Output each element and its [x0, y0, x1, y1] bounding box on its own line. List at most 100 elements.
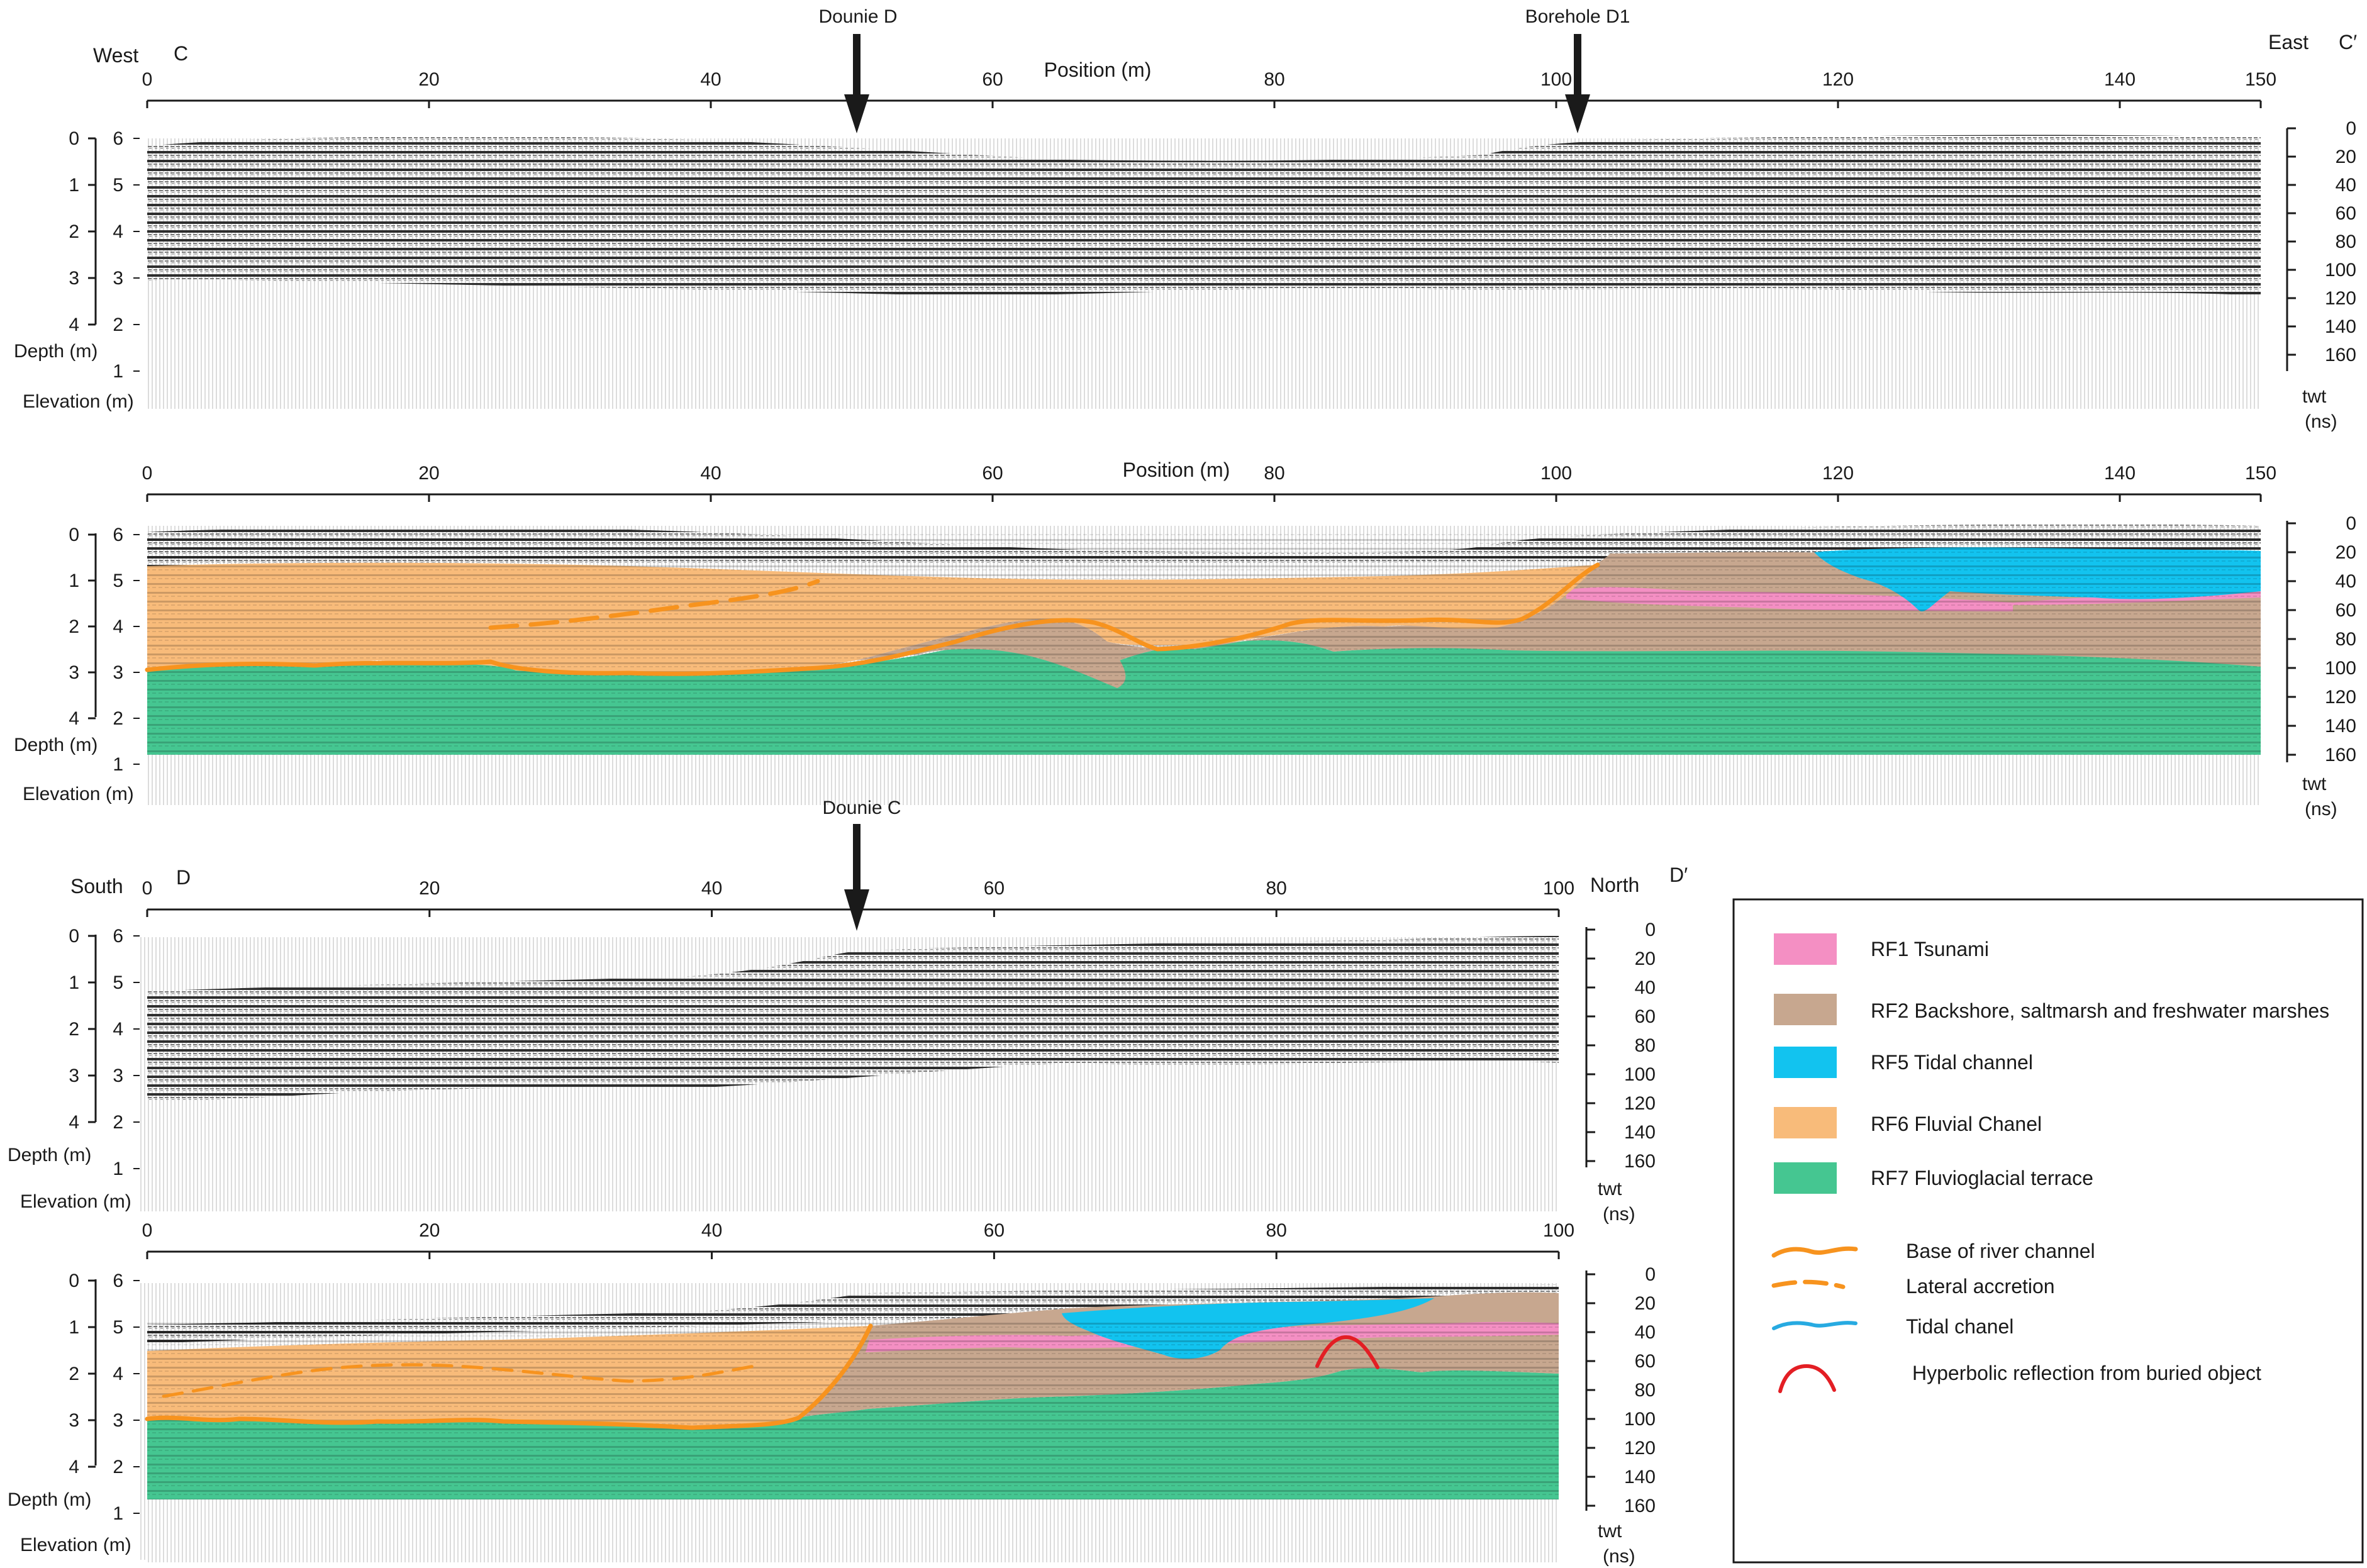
twt-tick-label: 160 — [2325, 345, 2356, 365]
twt-tick-label: 20 — [1635, 948, 1656, 969]
down-arrow-icon — [1565, 94, 1590, 133]
position-tick-label: 20 — [418, 69, 439, 90]
twt-tick-label: 160 — [2325, 745, 2356, 765]
depth-tick-label: 3 — [69, 1065, 79, 1086]
position-axis-ticks: 0 20 40 60 80 100 120 140 150 — [142, 463, 2276, 502]
legend-swatch-rf6 — [1774, 1107, 1837, 1138]
legend: RF1 Tsunami RF2 Backshore, saltmarsh and… — [1732, 898, 2364, 1564]
position-tick-label: 100 — [1540, 69, 1572, 90]
elevation-tick-label: 5 — [113, 972, 123, 993]
twt-tick-label: 40 — [1635, 977, 1656, 998]
legend-label-rf5: RF5 Tidal channel — [1871, 1051, 2033, 1074]
depth-tick-label: 0 — [69, 128, 79, 149]
elevation-axis-label: Elevation (m) — [20, 1191, 131, 1212]
twt-tick-label: 80 — [1635, 1035, 1656, 1056]
elevation-tick-label: 6 — [113, 926, 123, 947]
position-tick-label: 20 — [419, 1220, 440, 1241]
twt-tick-label: 80 — [2336, 231, 2356, 252]
depth-tick-label: 0 — [69, 525, 79, 545]
twt-tick-label: 100 — [1624, 1409, 1656, 1430]
depth-tick-label: 3 — [69, 1410, 79, 1431]
twt-tick-label: 0 — [2346, 513, 2356, 534]
depth-axis-left: 0 1 2 3 4 6 5 4 3 2 1 Depth (m) Elevation (m) — [8, 926, 140, 1212]
twt-tick-label: 120 — [2325, 687, 2356, 708]
gpr-reflection-band — [147, 135, 2261, 296]
legend-label-lateral: Lateral accretion — [1906, 1275, 2055, 1298]
position-tick-label: 140 — [2104, 463, 2136, 484]
gpr-trace-background-lower — [147, 1499, 1559, 1562]
position-tick-label: 100 — [1543, 878, 1574, 899]
twt-axis-right: 0 20 40 60 80 100 120 140 160 twt (ns) — [2286, 118, 2356, 432]
twt-tick-label: 60 — [1635, 1351, 1656, 1372]
twt-tick-label: 0 — [1645, 920, 1656, 940]
twt-tick-label: 160 — [1624, 1151, 1656, 1172]
position-axis-ticks: 0 20 40 60 80 100 — [142, 1220, 1574, 1259]
legend-label-rf2: RF2 Backshore, saltmarsh and freshwater … — [1871, 999, 2329, 1022]
elevation-tick-label: 4 — [113, 1364, 123, 1384]
elevation-tick-label: 4 — [113, 221, 123, 242]
position-axis-title: Position (m) — [1044, 58, 1152, 81]
position-tick-label: 100 — [1540, 463, 1572, 484]
twt-tick-label: 60 — [2336, 203, 2356, 224]
depth-tick-label: 2 — [69, 1364, 79, 1384]
twt-axis-unit: (ns) — [1603, 1204, 1635, 1225]
red-arc-icon — [1778, 1364, 1836, 1393]
elevation-tick-label: 5 — [113, 175, 123, 196]
depth-tick-label: 4 — [69, 1457, 79, 1477]
twt-tick-label: 0 — [1645, 1264, 1656, 1285]
base-of-river-channel-line — [145, 562, 1600, 676]
position-tick-label: 20 — [418, 463, 439, 484]
position-tick-label: 80 — [1266, 878, 1287, 899]
elevation-tick-label: 2 — [113, 314, 123, 335]
depth-tick-label: 4 — [69, 708, 79, 729]
depth-axis-label: Depth (m) — [14, 735, 97, 755]
blue-wavy-line-icon — [1772, 1321, 1857, 1330]
legend-label-rf6: RF6 Fluvial Chanel — [1871, 1113, 2042, 1135]
position-tick-label: 40 — [701, 1220, 722, 1241]
marker-dounie-c: Dounie C — [822, 798, 901, 931]
depth-axis-left: 0 1 2 3 4 6 5 4 3 2 1 Depth (m) Elevation (m) — [8, 1271, 140, 1555]
position-tick-label: 0 — [142, 463, 153, 484]
position-tick-label: 80 — [1264, 463, 1284, 484]
position-tick-label: 20 — [419, 878, 440, 899]
elevation-tick-label: 1 — [113, 361, 123, 382]
depth-tick-label: 1 — [69, 1317, 79, 1338]
dashed-orange-line-icon — [1771, 1279, 1846, 1289]
twt-tick-label: 80 — [1635, 1380, 1656, 1401]
depth-tick-label: 1 — [69, 972, 79, 993]
depth-tick-label: 1 — [69, 175, 79, 196]
panel-profile-d-raw: South D North D′ Dounie C 0 20 40 60 80 100 0… — [8, 798, 1688, 1225]
twt-axis-right: 0 20 40 60 80 100 120 140 160 twt (ns) — [1585, 1264, 1656, 1567]
twt-axis-unit: (ns) — [1603, 1546, 1635, 1567]
legend-label-hyperbola: Hyperbolic reflection from buried object — [1912, 1362, 2261, 1384]
legend-swatch-rf7 — [1774, 1162, 1837, 1194]
solid-orange-wavy-line-icon — [1771, 1246, 1858, 1258]
elevation-tick-label: 3 — [113, 268, 123, 289]
twt-axis-label: twt — [2302, 386, 2327, 407]
position-axis-title-2: Position (m) — [1123, 459, 1230, 481]
profile-c-end-label: C′ — [2339, 31, 2357, 53]
base-of-river-channel-line — [145, 1323, 873, 1430]
panel-profile-c-raw: West C East C′ Position (m) 0 20 40 60 80 100… — [14, 6, 2357, 432]
elevation-tick-label: 2 — [113, 1112, 123, 1133]
twt-tick-label: 60 — [1635, 1006, 1656, 1027]
elevation-tick-label: 1 — [113, 1159, 123, 1179]
position-tick-label: 150 — [2245, 463, 2276, 484]
lateral-accretion-line — [162, 1363, 757, 1398]
elevation-tick-label: 3 — [113, 662, 123, 683]
marker-dounie-d: Dounie D — [818, 6, 898, 133]
depth-tick-label: 1 — [69, 570, 79, 591]
elevation-tick-label: 2 — [113, 1457, 123, 1477]
twt-tick-label: 40 — [2336, 571, 2356, 592]
depth-tick-label: 3 — [69, 662, 79, 683]
lateral-accretion-line — [488, 579, 820, 630]
legend-frame — [1732, 898, 2364, 1564]
legend-label-rf7: RF7 Fluvioglacial terrace — [1871, 1167, 2093, 1189]
profile-d-end-label: D′ — [1669, 864, 1688, 886]
depth-tick-label: 2 — [69, 221, 79, 242]
depth-axis-label: Depth (m) — [14, 341, 97, 362]
twt-tick-label: 60 — [2336, 600, 2356, 621]
depth-axis-label: Depth (m) — [8, 1145, 91, 1165]
elevation-tick-label: 1 — [113, 1503, 123, 1524]
twt-axis-label: twt — [2302, 774, 2327, 794]
